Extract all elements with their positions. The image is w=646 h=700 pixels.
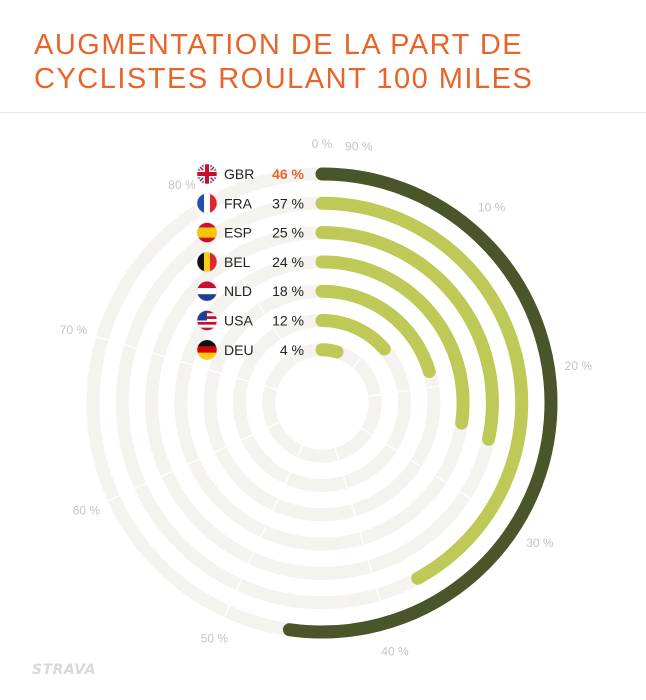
tick-label-20: 20 % — [565, 359, 593, 373]
value-label-nld: 18 % — [272, 283, 304, 299]
country-code-nld: NLD — [224, 283, 252, 299]
legend-row-esp: ESP 25 % — [196, 222, 304, 243]
germany-flag-icon — [196, 339, 218, 361]
belgium-flag-icon — [196, 251, 218, 273]
gridline-30 — [360, 427, 521, 531]
arc-fra — [315, 196, 529, 585]
value-label-bel: 24 % — [272, 254, 304, 270]
legend-row-gbr: GBR 46 % — [196, 163, 305, 185]
tick-label-50: 50 % — [201, 632, 229, 646]
tick-label-60: 60 % — [73, 504, 101, 518]
country-code-fra: FRA — [224, 195, 253, 211]
value-label-gbr: 46 % — [272, 166, 304, 182]
netherlands-flag-icon — [196, 280, 218, 302]
arc-nld — [315, 284, 436, 379]
arc-esp — [315, 226, 499, 446]
legend-row-deu: DEU 4 % — [196, 339, 304, 361]
gridline-70 — [95, 335, 278, 391]
legend-row-bel: BEL 24 % — [196, 251, 304, 273]
spain-flag-icon — [196, 222, 218, 243]
tick-label-70: 70 % — [60, 323, 88, 337]
value-label-fra: 37 % — [272, 195, 304, 211]
value-label-esp: 25 % — [272, 225, 304, 241]
title-divider — [0, 112, 646, 113]
gridline-50 — [223, 445, 304, 618]
tick-label-40: 40 % — [381, 645, 409, 659]
chart-title-line-1: AUGMENTATION DE LA PART DE — [34, 29, 524, 61]
chart-title: AUGMENTATION DE LA PART DE CYCLISTES ROU… — [34, 28, 533, 96]
country-code-deu: DEU — [224, 342, 254, 358]
country-code-bel: BEL — [224, 254, 251, 270]
arc-usa — [315, 314, 391, 356]
tick-label-90: 90 % — [345, 140, 373, 154]
legend-row-nld: NLD 18 % — [196, 280, 304, 302]
gridline-60 — [107, 421, 280, 502]
tick-label-80: 80 % — [168, 178, 196, 192]
tick-label-0: 0 % — [312, 137, 333, 151]
tick-label-30: 30 % — [526, 536, 554, 550]
usa-flag-icon — [196, 310, 218, 331]
country-code-gbr: GBR — [224, 166, 254, 182]
arc-bel — [315, 255, 470, 430]
value-label-usa: 12 % — [272, 313, 304, 329]
gridline-40 — [334, 447, 390, 630]
value-label-deu: 4 % — [280, 342, 304, 358]
chart-title-line-2: CYCLISTES ROULANT 100 MILES — [34, 63, 534, 95]
arc-deu — [315, 343, 344, 359]
arc-group — [282, 167, 558, 639]
track-deu — [262, 343, 382, 463]
country-code-usa: USA — [224, 313, 253, 329]
legend-row-fra: FRA 37 % — [196, 193, 304, 214]
arc-gbr — [282, 167, 558, 639]
france-flag-icon — [196, 193, 218, 214]
tick-label-10: 10 % — [478, 200, 506, 214]
strava-logo: STRAVA — [32, 662, 97, 678]
uk-flag-icon — [196, 163, 218, 185]
country-code-esp: ESP — [224, 225, 252, 241]
legend-row-usa: USA 12 % — [196, 310, 304, 331]
